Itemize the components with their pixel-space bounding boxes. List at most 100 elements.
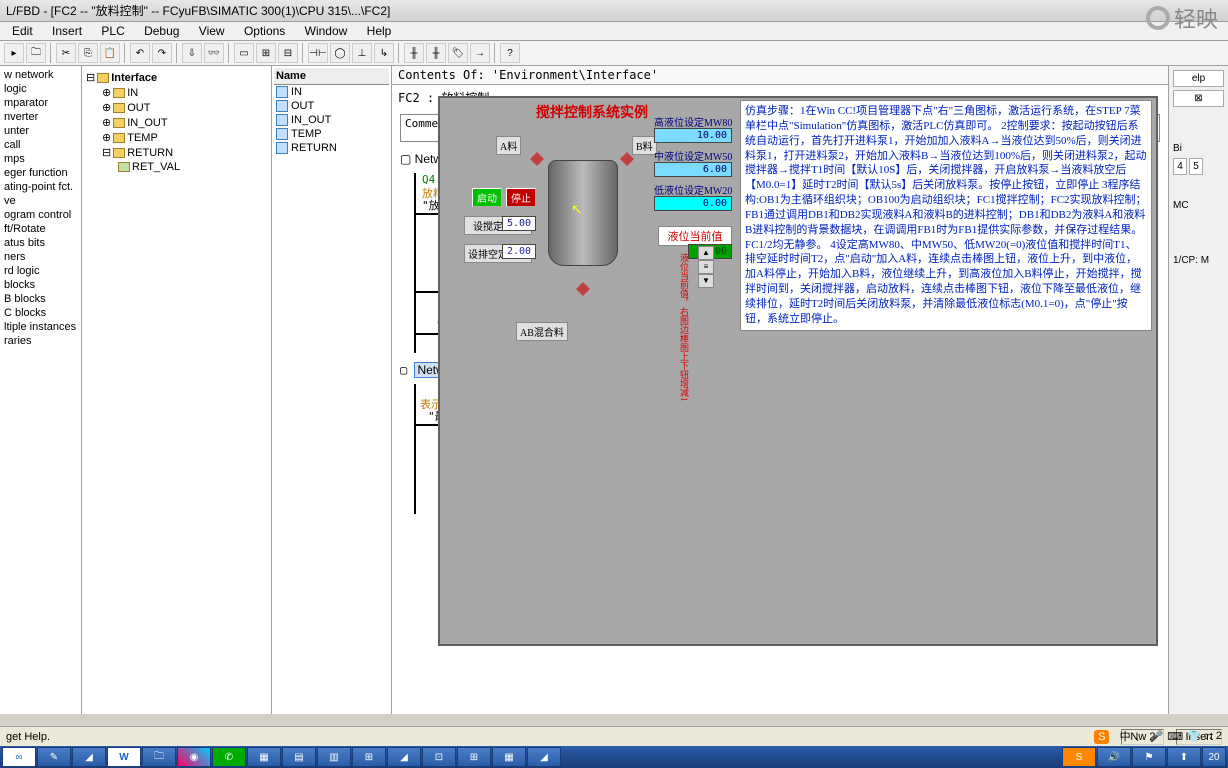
mid-value[interactable]: 6.00 [654,162,732,177]
name-row[interactable]: RETURN [274,141,389,155]
task-app[interactable]: ⊞ [457,747,491,767]
task-app[interactable]: ◢ [387,747,421,767]
tb-prog[interactable]: ⊞ [256,43,276,63]
cat-item[interactable]: blocks [2,278,79,292]
skin-icon[interactable]: 👕 [1187,730,1201,743]
tray-icon[interactable]: ⬆ [1167,747,1201,767]
tray-punc[interactable]: 、 [1135,728,1146,744]
cat-item[interactable]: eger function [2,166,79,180]
cat-item[interactable]: mps [2,152,79,166]
menu-options[interactable]: Options [236,22,293,40]
tb-help[interactable]: ? [500,43,520,63]
tb-cut[interactable]: ✂ [56,43,76,63]
cat-item[interactable]: ltiple instances [2,320,79,334]
name-row[interactable]: TEMP [274,127,389,141]
menu-help[interactable]: Help [359,22,400,40]
tree-root[interactable]: ⊟ Interface [86,70,267,85]
tree-out[interactable]: ⊕ OUT [86,100,267,115]
catalog-panel[interactable]: w network logic mparator nverter unter c… [0,66,82,714]
interface-tree[interactable]: ⊟ Interface ⊕ IN ⊕ OUT ⊕ IN_OUT ⊕ TEMP ⊟… [82,66,272,714]
start-button[interactable]: 启动 [472,188,502,207]
empty-time-value[interactable]: 2.00 [502,244,536,259]
cat-item[interactable]: raries [2,334,79,348]
cat-item[interactable]: w network [2,68,79,82]
grid-icon[interactable]: ∷ [1205,730,1212,743]
mix-time-value[interactable]: 5.00 [502,216,536,231]
level-up-button[interactable]: ▲ [698,246,714,260]
r-help[interactable]: elp [1173,70,1224,87]
task-app[interactable]: ✎ [37,747,71,767]
r-b5[interactable]: 5 [1189,158,1203,175]
menu-window[interactable]: Window [297,22,356,40]
tb-neg1[interactable]: ╫ [404,43,424,63]
tb-block[interactable]: ▭ [234,43,254,63]
menu-view[interactable]: View [191,22,233,40]
tb-download[interactable]: ⇩ [182,43,202,63]
cat-item[interactable]: ft/Rotate [2,222,79,236]
tree-retval[interactable]: RET_VAL [86,160,267,174]
menu-edit[interactable]: Edit [4,22,41,40]
tray-clock[interactable]: 20 [1202,747,1226,767]
name-row[interactable]: IN [274,85,389,99]
stop-button[interactable]: 停止 [506,188,536,207]
name-row[interactable]: OUT [274,99,389,113]
tray-icon[interactable]: ⚑ [1132,747,1166,767]
cat-item[interactable]: mparator [2,96,79,110]
task-app[interactable]: ▤ [282,747,316,767]
tb-open[interactable]: 🗀 [26,43,46,63]
tree-temp[interactable]: ⊕ TEMP [86,130,267,145]
cat-item[interactable]: ogram control [2,208,79,222]
task-app[interactable]: ∞ [2,747,36,767]
tb-goto[interactable]: → [470,43,490,63]
task-app[interactable]: ▦ [492,747,526,767]
close-icon[interactable]: ⊠ [1173,90,1224,107]
tray-icon[interactable]: S [1062,747,1096,767]
tray-icon[interactable]: 🔊 [1097,747,1131,767]
cat-item[interactable]: rd logic [2,264,79,278]
keyboard-icon[interactable]: ⌨ [1167,730,1183,743]
taskbar[interactable]: ∞ ✎ ◢ W 🗀 ◉ ✆ ▦ ▤ ▥ ⊞ ◢ ⊡ ⊞ ▦ ◢ S 🔊 ⚑ ⬆ … [0,746,1228,768]
r-b3[interactable]: 4 [1173,158,1187,175]
tb-monitor[interactable]: 👓 [204,43,224,63]
cat-item[interactable]: atus bits [2,236,79,250]
task-app[interactable]: ⊞ [352,747,386,767]
tb-contact[interactable]: ⊣⊢ [308,43,328,63]
name-row[interactable]: IN_OUT [274,113,389,127]
tree-inout[interactable]: ⊕ IN_OUT [86,115,267,130]
tb-branch[interactable]: ↳ [374,43,394,63]
tree-in[interactable]: ⊕ IN [86,85,267,100]
cat-item[interactable]: C blocks [2,306,79,320]
task-app[interactable]: ◢ [527,747,561,767]
cat-item[interactable]: unter [2,124,79,138]
tree-return[interactable]: ⊟ RETURN [86,145,267,160]
tb-redo[interactable]: ↷ [152,43,172,63]
ime-tray[interactable]: 中 、 🎤 ⌨ 👕 ∷ 2 [1120,728,1222,744]
status-ime-icon[interactable]: S [1094,730,1109,744]
mic-icon[interactable]: 🎤 [1150,730,1164,743]
menu-plc[interactable]: PLC [93,22,132,40]
task-app[interactable]: ▥ [317,747,351,767]
tb-net[interactable]: ⊟ [278,43,298,63]
simulation-window[interactable]: 搅拌控制系统实例 A料 B料 ↖ 启动 停止 设搅定时值 5.00 设排空定时值… [438,96,1158,646]
cat-item[interactable]: nverter [2,110,79,124]
task-app[interactable]: ▦ [247,747,281,767]
task-app[interactable]: ✆ [212,747,246,767]
level-stepper[interactable]: ▲ ≡ ▼ [698,246,714,288]
cat-item[interactable]: ating-point fct. [2,180,79,194]
tray-num[interactable]: 2 [1216,730,1222,742]
hi-value[interactable]: 10.00 [654,128,732,143]
task-app[interactable]: 🗀 [142,747,176,767]
tb-conn[interactable]: ⊥ [352,43,372,63]
tray-lang[interactable]: 中 [1120,728,1131,744]
menu-debug[interactable]: Debug [136,22,187,40]
task-app[interactable]: W [107,747,141,767]
task-app[interactable]: ⊡ [422,747,456,767]
level-down-button[interactable]: ▼ [698,274,714,288]
cat-item[interactable]: ve [2,194,79,208]
tb-paste[interactable]: 📋 [100,43,120,63]
task-app[interactable]: ◢ [72,747,106,767]
tb-undo[interactable]: ↶ [130,43,150,63]
cat-item[interactable]: call [2,138,79,152]
cat-item[interactable]: ners [2,250,79,264]
tb-lbl[interactable]: 🏷 [448,43,468,63]
